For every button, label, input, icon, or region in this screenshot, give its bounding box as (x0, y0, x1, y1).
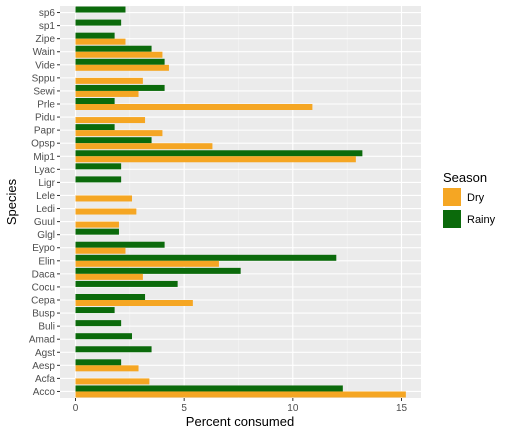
bar-rainy-daca (75, 267, 241, 274)
bar-dry-pidu (75, 117, 146, 124)
bar-dry-sewi (75, 90, 139, 97)
bar-rainy-busp (75, 307, 115, 314)
y-tick-label-busp: Busp (32, 309, 55, 320)
y-tick-label-vide: Vide (35, 60, 55, 71)
bar-rainy-acco (75, 385, 343, 392)
y-tick-label-aesp: Aesp (32, 361, 55, 372)
bar-dry-sppu (75, 77, 143, 84)
y-tick-label-cocu: Cocu (32, 282, 55, 293)
y-tick-label-sp6: sp6 (39, 8, 56, 19)
y-tick-labels: sp6 sp1 Zipe Wain Vide Sppu Sewi Prle Pidu Papr Op… (29, 8, 60, 398)
y-tick-label-lyac: Lyac (34, 165, 55, 176)
x-axis-title: Percent consumed (186, 414, 294, 429)
bar-dry-opsp (75, 143, 213, 150)
bar-dry-wain (75, 51, 163, 58)
y-tick-label-agst: Agst (35, 348, 55, 359)
bar-dry-elin (75, 260, 219, 267)
y-tick-label-prle: Prle (37, 100, 55, 111)
legend: Season Dry Rainy (443, 170, 496, 228)
bar-dry-cepa (75, 300, 193, 306)
bar-rainy-sp1 (75, 19, 122, 26)
legend-label-dry: Dry (467, 192, 485, 204)
bar-rainy-aesp (75, 359, 122, 366)
y-tick-label-amad: Amad (29, 335, 55, 346)
bar-rainy-cepa (75, 294, 146, 300)
bar-dry-prle (75, 104, 313, 110)
bar-dry-daca (75, 273, 143, 280)
legend-title: Season (443, 170, 487, 185)
legend-swatch-rainy (443, 210, 461, 228)
bar-dry-guul (75, 221, 119, 228)
bar-rainy-vide (75, 58, 165, 65)
bar-rainy-prle (75, 98, 115, 104)
bar-rainy-glgl (75, 228, 119, 235)
y-tick-label-papr: Papr (34, 126, 56, 137)
bar-dry-ledi (75, 208, 137, 215)
bar-dry-acco (75, 391, 406, 398)
bar-rainy-opsp (75, 137, 152, 144)
bar-dry-mip1 (75, 156, 356, 163)
y-tick-label-ledi: Ledi (36, 204, 55, 215)
bar-rainy-sp6 (75, 6, 126, 13)
y-tick-label-mip1: Mip1 (33, 152, 55, 163)
y-tick-label-glgl: Glgl (37, 230, 55, 241)
y-tick-label-sppu: Sppu (32, 73, 55, 84)
y-tick-label-buli: Buli (38, 322, 55, 333)
x-tick-label-15: 15 (396, 403, 408, 414)
y-tick-label-sewi: Sewi (33, 86, 55, 97)
plot-panel (60, 6, 421, 398)
bar-rainy-ligr (75, 176, 122, 183)
bar-rainy-wain (75, 45, 152, 52)
bar-rainy-eypo (75, 241, 165, 248)
x-tick-label-0: 0 (73, 403, 79, 414)
y-tick-label-elin: Elin (38, 256, 55, 267)
y-tick-label-guul: Guul (34, 217, 55, 228)
legend-swatch-dry (443, 188, 461, 206)
bar-rainy-agst (75, 346, 152, 353)
bar-rainy-sewi (75, 84, 165, 91)
bar-rainy-buli (75, 320, 122, 327)
bar-rainy-papr (75, 124, 115, 131)
bar-rainy-mip1 (75, 150, 363, 157)
y-tick-label-daca: Daca (32, 269, 56, 280)
bar-dry-lele (75, 195, 133, 202)
bar-rainy-lyac (75, 163, 122, 170)
bar-dry-papr (75, 130, 163, 137)
x-tick-label-5: 5 (181, 403, 187, 414)
bars (75, 6, 406, 398)
y-axis-title: Species (4, 178, 19, 225)
y-tick-label-acfa: Acfa (35, 374, 55, 385)
legend-label-rainy: Rainy (467, 214, 496, 226)
y-tick-label-wain: Wain (33, 47, 55, 58)
y-tick-label-pidu: Pidu (35, 113, 55, 124)
bar-dry-eypo (75, 247, 126, 254)
y-tick-label-acco: Acco (33, 387, 56, 398)
y-tick-label-sp1: sp1 (39, 21, 56, 32)
y-tick-label-opsp: Opsp (31, 139, 55, 150)
y-tick-label-lele: Lele (36, 191, 55, 202)
bar-rainy-elin (75, 254, 337, 261)
bar-dry-zipe (75, 38, 126, 45)
y-tick-label-ligr: Ligr (38, 178, 55, 189)
bar-rainy-cocu (75, 280, 178, 287)
y-tick-label-eypo: Eypo (32, 243, 55, 254)
bar-dry-aesp (75, 365, 139, 372)
x-tick-labels: 0 5 10 15 (73, 398, 408, 414)
bar-rainy-amad (75, 333, 133, 340)
bar-rainy-zipe (75, 32, 115, 39)
y-tick-label-cepa: Cepa (31, 296, 55, 307)
bar-dry-acfa (75, 378, 150, 385)
y-tick-label-zipe: Zipe (36, 34, 56, 45)
x-tick-label-10: 10 (287, 403, 299, 414)
bar-dry-vide (75, 64, 169, 71)
